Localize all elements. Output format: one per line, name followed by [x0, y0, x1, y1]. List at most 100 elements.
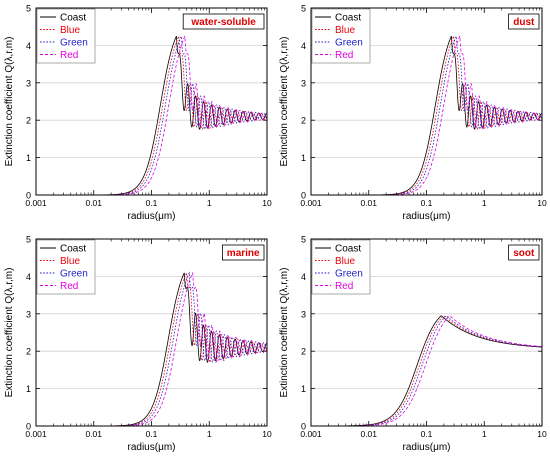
- x-tick-label: 0.001: [300, 198, 322, 208]
- y-axis-label: Extinction coefficient Q(λ,r,m): [4, 268, 15, 398]
- y-tick-label: 1: [301, 153, 306, 163]
- legend-label-coast: Coast: [335, 13, 361, 24]
- y-tick-label: 5: [26, 235, 31, 245]
- series-line-green: [36, 34, 267, 195]
- series-line-red: [311, 35, 542, 195]
- x-tick-label: 10: [537, 198, 547, 208]
- y-tick-label: 3: [26, 78, 31, 88]
- series-lines: [311, 34, 542, 195]
- x-axis-label: radius(μm): [403, 442, 451, 453]
- y-axis-label: Extinction coefficient Q(λ,r,m): [4, 37, 15, 167]
- series-line-red: [36, 271, 267, 426]
- panel-label: water-soluble: [190, 17, 256, 28]
- x-axis-label: radius(μm): [128, 442, 176, 453]
- plot-frame: [35, 7, 268, 196]
- legend-label-blue: Blue: [60, 256, 80, 267]
- panel-label-box: [508, 244, 540, 261]
- y-tick-label: 0: [26, 422, 31, 432]
- x-tick-label: 1: [207, 429, 212, 439]
- legend-label-green: Green: [60, 38, 88, 49]
- y-tick-label: 1: [26, 384, 31, 394]
- x-axis-label: radius(μm): [403, 211, 451, 222]
- y-tick-label: 0: [301, 422, 306, 432]
- plot-frame: [310, 7, 543, 196]
- x-tick-label: 1: [207, 198, 212, 208]
- legend-label-blue: Blue: [60, 25, 80, 36]
- y-tick-label: 2: [26, 347, 31, 357]
- series-line-green: [311, 34, 542, 195]
- x-tick-label: 0.01: [85, 429, 102, 439]
- x-tick-label: 0.1: [421, 198, 433, 208]
- x-tick-label: 1: [482, 429, 487, 439]
- legend-label-green: Green: [335, 38, 363, 49]
- y-tick-label: 4: [301, 272, 306, 282]
- legend-box: [311, 239, 371, 295]
- x-tick-label: 10: [262, 429, 272, 439]
- panel-label-box: [182, 13, 265, 30]
- y-tick-label: 4: [26, 272, 31, 282]
- x-tick-label: 10: [537, 429, 547, 439]
- y-tick-label: 2: [26, 116, 31, 126]
- y-tick-label: 2: [301, 347, 306, 357]
- series-line-coast: [311, 315, 542, 426]
- y-tick-label: 1: [301, 384, 306, 394]
- y-tick-label: 5: [301, 235, 306, 245]
- x-tick-label: 10: [262, 198, 272, 208]
- plot-frame: [310, 238, 543, 427]
- legend-label-blue: Blue: [335, 25, 355, 36]
- x-tick-label: 0.001: [300, 429, 322, 439]
- panel-label: marine: [227, 248, 260, 259]
- legend-label-red: Red: [60, 281, 78, 292]
- x-tick-label: 0.01: [360, 429, 377, 439]
- legend-label-green: Green: [60, 269, 88, 280]
- y-tick-label: 0: [301, 191, 306, 201]
- panel-label: dust: [513, 17, 535, 28]
- series-line-blue: [311, 315, 542, 426]
- y-axis-label: Extinction coefficient Q(λ,r,m): [279, 37, 290, 167]
- y-tick-label: 0: [26, 191, 31, 201]
- series-lines: [36, 34, 267, 195]
- y-tick-label: 5: [26, 4, 31, 14]
- y-tick-label: 5: [301, 4, 306, 14]
- series-line-blue: [36, 272, 267, 426]
- x-tick-label: 0.01: [360, 198, 377, 208]
- x-tick-label: 0.1: [421, 429, 433, 439]
- series-line-coast: [36, 272, 267, 426]
- y-tick-label: 4: [26, 41, 31, 51]
- y-tick-label: 4: [301, 41, 306, 51]
- panel-label-box: [221, 244, 265, 261]
- y-axis-label: Extinction coefficient Q(λ,r,m): [279, 268, 290, 398]
- y-tick-label: 3: [26, 309, 31, 319]
- x-tick-label: 1: [482, 198, 487, 208]
- y-tick-label: 1: [26, 153, 31, 163]
- series-line-green: [36, 271, 267, 426]
- series-line-green: [311, 315, 542, 426]
- legend-label-coast: Coast: [60, 13, 86, 24]
- legend-label-red: Red: [60, 50, 78, 61]
- series-lines: [311, 315, 542, 426]
- y-tick-label: 3: [301, 78, 306, 88]
- legend-label-coast: Coast: [60, 244, 86, 255]
- x-tick-label: 0.001: [25, 429, 47, 439]
- legend-label-red: Red: [335, 281, 353, 292]
- legend-label-blue: Blue: [335, 256, 355, 267]
- legend-label-coast: Coast: [335, 244, 361, 255]
- legend-label-red: Red: [335, 50, 353, 61]
- x-tick-label: 0.1: [146, 198, 158, 208]
- x-tick-label: 0.01: [85, 198, 102, 208]
- y-tick-label: 3: [301, 309, 306, 319]
- legend-label-green: Green: [335, 269, 363, 280]
- series-line-red: [311, 315, 542, 426]
- plot-frame: [35, 238, 268, 427]
- series-lines: [36, 271, 267, 426]
- panel-label-box: [508, 13, 540, 30]
- x-axis-label: radius(μm): [128, 211, 176, 222]
- series-line-red: [36, 35, 267, 195]
- x-tick-label: 0.1: [146, 429, 158, 439]
- panel-label: soot: [513, 248, 535, 259]
